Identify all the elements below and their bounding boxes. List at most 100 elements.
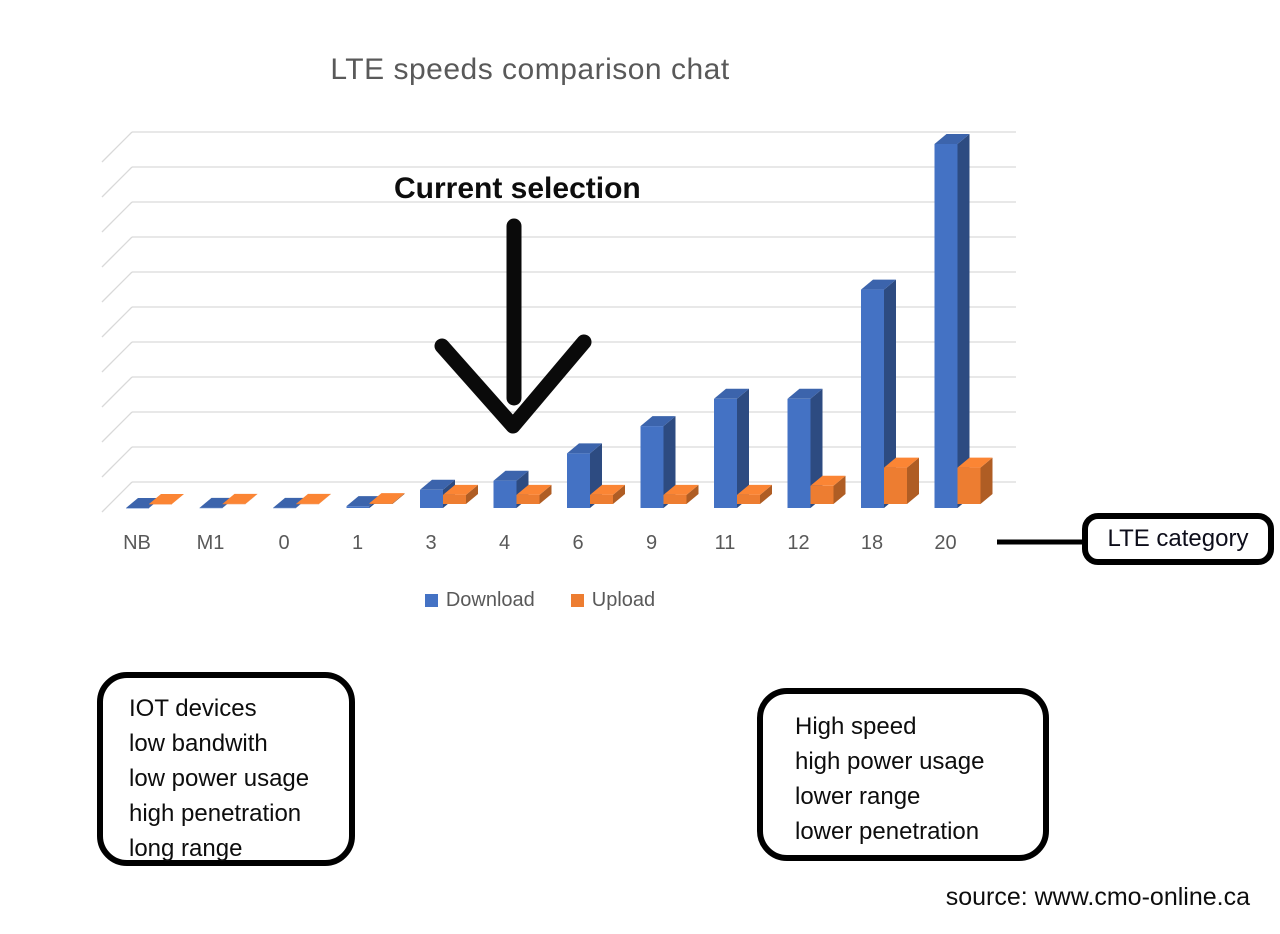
gridline-wall-tick [101,236,133,268]
bar-top-upload-4 [516,484,552,495]
bar-upload-3 [443,494,466,504]
bar-side-upload-4 [539,484,552,504]
bar-top-download-M1 [199,497,235,508]
gridline-wall-tick [101,446,133,478]
bar-download-11 [714,398,737,508]
x-axis-label-18: 18 [861,532,883,554]
bar-top-download-0 [273,497,308,508]
bar-side-upload-6 [613,484,625,504]
bar-top-download-9 [640,416,676,427]
x-axis-label-4: 4 [499,532,510,554]
bar-top-upload-NB [149,493,184,504]
gridline-wall-tick [101,201,133,233]
info-line: High speed [795,713,917,740]
bar-upload-6 [590,494,613,504]
bar-top-upload-11 [737,484,772,495]
bar-upload-1 [369,503,393,504]
bar-upload-11 [737,494,760,504]
legend-swatch-download [424,594,438,607]
bar-top-download-1 [346,496,382,507]
annotation-current-selection: Current selection [394,172,641,205]
gridline-wall-tick [101,376,133,408]
bar-top-upload-18 [884,457,919,468]
bar-download-9 [640,426,664,508]
info-line: IOT devices [129,695,257,722]
gridline-wall-tick [101,481,133,513]
info-line: lower range [795,783,921,810]
bar-side-download-9 [663,416,676,508]
bar-top-upload-3 [443,484,478,495]
bar-download-6 [567,453,590,508]
bar-side-upload-1 [392,493,405,504]
bar-download-20 [934,144,958,508]
bar-download-4 [493,480,517,508]
x-axis-label-NB: NB [123,532,151,554]
x-axis-label-3: 3 [425,532,436,554]
info-line: lower penetration [795,818,980,845]
bar-top-download-3 [420,479,455,490]
gridline-wall-tick [101,271,133,303]
bar-side-upload-11 [760,484,772,504]
bar-top-upload-9 [663,484,699,495]
bar-side-upload-M1 [245,493,258,504]
bar-download-18 [861,289,884,508]
bar-side-upload-NB [172,493,184,504]
bar-top-download-NB [126,497,161,508]
x-axis-label-1: 1 [352,532,363,554]
bar-top-download-20 [934,134,970,144]
source-credit: source: www.cmo-online.ca [945,883,1250,911]
bar-upload-20 [957,467,981,504]
x-axis-label-11: 11 [715,532,736,554]
bar-top-download-11 [714,388,749,399]
x-axis-label-12: 12 [787,532,809,554]
gridline-wall-tick [101,166,133,198]
selection-arrow-head [434,334,592,434]
bar-download-12 [787,398,811,508]
bar-side-download-20 [957,134,970,508]
x-axis-label-0: 0 [278,532,289,554]
bar-top-upload-M1 [222,493,258,504]
bar-upload-12 [810,485,834,504]
gridline-wall-tick [101,341,133,373]
bar-upload-4 [516,494,540,504]
bar-download-3 [420,489,443,508]
bar-top-download-18 [861,279,896,290]
bar-side-upload-9 [686,484,699,504]
x-axis-label-9: 9 [646,532,657,554]
bar-top-upload-6 [590,484,625,495]
info-line: low power usage [129,765,310,792]
bar-side-upload-18 [907,457,919,504]
callout-lte-category: LTE category [1082,513,1274,565]
chart-title: LTE speeds comparison chat [330,53,730,86]
infobox-high-speed: High speed high power usage lower range low… [757,688,1049,861]
bar-top-upload-1 [369,493,405,504]
bar-side-upload-0 [319,493,331,504]
chart-legend: Download Upload [340,589,740,612]
gridline-wall-tick [101,131,133,163]
bar-download-1 [346,506,370,508]
legend-item-download: Download [424,589,535,612]
info-line: low bandwith [129,730,268,757]
bar-top-download-12 [787,388,823,399]
infobox-iot-devices: IOT devices low bandwith low power usage hi… [97,672,355,866]
bar-side-upload-3 [466,484,478,504]
bar-top-download-4 [493,470,529,481]
bar-upload-18 [884,467,907,504]
bar-top-upload-20 [957,457,993,468]
bar-upload-9 [663,494,687,504]
x-axis-label-M1: M1 [197,532,225,554]
bar-side-download-11 [737,388,749,508]
gridline-wall-tick [101,411,133,443]
bar-top-download-6 [567,443,602,454]
bar-side-upload-12 [833,475,846,504]
callout-label: LTE category [1107,525,1249,552]
bar-side-download-12 [810,388,823,508]
x-axis-label-20: 20 [934,532,956,554]
legend-swatch-upload [570,594,584,607]
legend-item-upload: Upload [570,589,655,612]
bar-side-download-18 [884,279,896,508]
x-axis-label-6: 6 [572,532,583,554]
info-line: high power usage [795,748,985,775]
